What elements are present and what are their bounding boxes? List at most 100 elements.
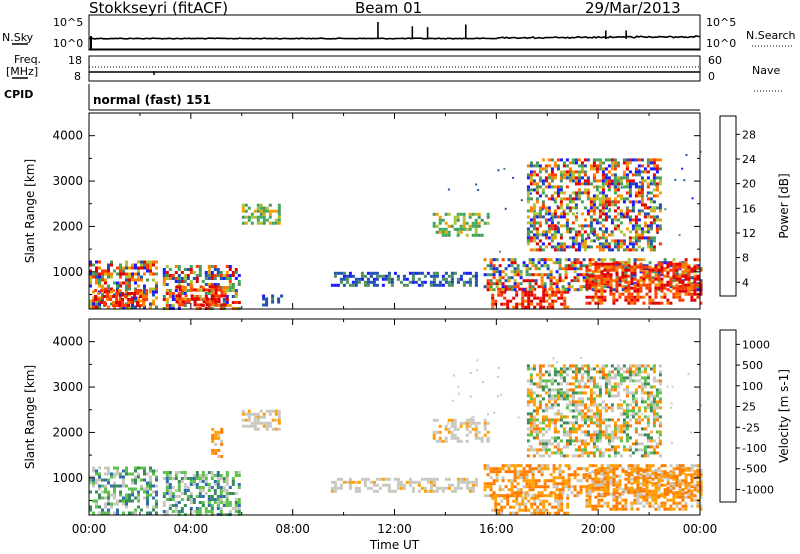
heatmap-cell [250, 221, 254, 225]
heatmap-cell [589, 421, 593, 425]
heatmap-cell [516, 267, 520, 271]
heatmap-cell [613, 161, 617, 165]
heatmap-cell [583, 439, 587, 443]
heatmap-cell [672, 486, 676, 490]
heatmap-cell [559, 418, 563, 422]
heatmap-cell [429, 280, 433, 284]
heatmap-cell [579, 273, 583, 277]
heatmap-cell [563, 302, 567, 306]
heatmap-cell [503, 290, 507, 294]
heatmap-cell [601, 209, 605, 213]
heatmap-cell [498, 467, 502, 471]
heatmap-cell [646, 170, 650, 174]
heatmap-cell [558, 491, 562, 495]
heatmap-cell [657, 301, 661, 305]
heatmap-cell [122, 469, 125, 473]
heatmap-cell [594, 507, 598, 511]
heatmap-cell [101, 296, 104, 300]
heatmap-cell [589, 376, 593, 380]
heatmap-cell [363, 280, 367, 284]
heatmap-cell [513, 258, 517, 262]
heatmap-cell [444, 427, 448, 431]
heatmap-cell [217, 300, 221, 304]
heatmap-cell [553, 427, 557, 431]
heatmap-cell [597, 270, 601, 274]
heatmap-cell [207, 292, 211, 295]
heatmap-cell [483, 433, 487, 437]
heatmap-cell [137, 466, 140, 470]
heatmap-cell [634, 170, 638, 174]
heatmap-cell [390, 277, 394, 281]
heatmap-cell [565, 224, 569, 228]
heatmap-cell [645, 474, 649, 478]
heatmap-cell [152, 484, 155, 488]
heatmap-cell [616, 451, 620, 455]
heatmap-cell [155, 502, 158, 506]
heatmap-cell [550, 239, 554, 243]
heatmap-cell [565, 367, 569, 371]
heatmap-cell [645, 283, 649, 287]
heatmap-cell [220, 294, 224, 298]
heatmap-cell [610, 403, 614, 407]
heatmap-cell [121, 292, 125, 295]
heatmap-cell [513, 270, 517, 274]
heatmap-cell [649, 191, 653, 195]
heatmap-cell [601, 203, 605, 207]
heatmap-cell [541, 373, 545, 377]
heatmap-cell [562, 173, 566, 177]
heatmap-cell [553, 245, 557, 249]
heatmap-cell [137, 496, 140, 500]
heatmap-cell [527, 290, 531, 294]
heatmap-cell [613, 164, 617, 168]
heatmap-cell [681, 271, 685, 275]
heatmap-cell [538, 212, 542, 216]
heatmap-cell [555, 482, 559, 486]
heatmap-cell [608, 207, 611, 210]
heatmap-cell [516, 264, 520, 268]
heatmap-cell [134, 487, 137, 491]
heatmap-cell [609, 268, 613, 272]
heatmap-cell [634, 200, 638, 204]
heatmap-cell [177, 495, 181, 498]
heatmap-cell [619, 194, 623, 198]
heatmap-cell [542, 243, 545, 246]
heatmap-cell [675, 292, 679, 296]
heatmap-cell [408, 280, 412, 284]
heatmap-cell [544, 209, 548, 213]
heatmap-cell [556, 230, 560, 234]
heatmap-cell [568, 430, 572, 434]
heatmap-cell [625, 367, 629, 371]
heatmap-cell [612, 288, 616, 292]
heatmap-cell [672, 474, 676, 478]
heatmap-cell [210, 292, 214, 295]
heatmap-cell [556, 167, 560, 171]
heatmap-cell [360, 277, 364, 281]
heatmap-cell [594, 268, 598, 272]
heatmap-cell [516, 470, 520, 474]
heatmap-cell [513, 261, 517, 265]
heatmap-cell [678, 482, 682, 486]
heatmap-cell [526, 439, 530, 443]
heatmap-cell [351, 283, 355, 287]
heatmap-cell [621, 498, 625, 502]
heatmap-cell [553, 436, 557, 440]
heatmap-cell [372, 483, 376, 487]
heatmap-cell [541, 448, 545, 452]
heatmap-cell [619, 382, 623, 386]
heatmap-cell [606, 504, 610, 508]
heatmap-cell [678, 507, 682, 511]
heatmap-cell [556, 418, 560, 422]
heatmap-cell [429, 274, 433, 278]
heatmap-cell [576, 276, 580, 280]
heatmap-cell [228, 277, 232, 280]
heatmap-cell [541, 421, 545, 425]
heatmap-cell [595, 385, 599, 389]
heatmap-cell [420, 271, 424, 275]
heatmap-cell [640, 179, 644, 183]
heatmap-cell [106, 292, 110, 295]
heatmap-cell [660, 501, 664, 505]
heatmap-cell [195, 277, 199, 280]
heatmap-cell [598, 367, 602, 371]
heatmap-cell [104, 472, 107, 476]
